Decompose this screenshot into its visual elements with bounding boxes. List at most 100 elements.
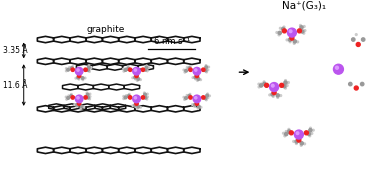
Circle shape	[206, 94, 208, 97]
Circle shape	[189, 66, 191, 67]
Circle shape	[311, 133, 313, 134]
Circle shape	[288, 38, 291, 41]
Circle shape	[300, 26, 303, 29]
Circle shape	[137, 78, 139, 80]
Circle shape	[283, 26, 285, 28]
Circle shape	[89, 93, 91, 95]
Circle shape	[134, 76, 136, 79]
Circle shape	[186, 67, 188, 68]
Circle shape	[265, 83, 268, 87]
Circle shape	[200, 107, 202, 108]
Circle shape	[206, 99, 207, 101]
Circle shape	[289, 131, 293, 135]
Circle shape	[263, 81, 265, 83]
Circle shape	[193, 67, 201, 75]
Circle shape	[81, 77, 84, 79]
Circle shape	[285, 131, 287, 132]
Circle shape	[71, 96, 74, 99]
Circle shape	[289, 30, 292, 33]
Circle shape	[147, 93, 148, 95]
Circle shape	[204, 97, 207, 100]
Circle shape	[197, 105, 200, 108]
Circle shape	[82, 79, 84, 81]
Circle shape	[134, 104, 136, 106]
Circle shape	[147, 70, 148, 72]
Circle shape	[124, 69, 127, 71]
Circle shape	[271, 84, 274, 87]
Circle shape	[75, 67, 83, 75]
Circle shape	[284, 81, 287, 84]
Circle shape	[272, 95, 274, 97]
Circle shape	[280, 83, 284, 87]
Circle shape	[361, 38, 365, 41]
Circle shape	[135, 102, 138, 105]
Circle shape	[124, 96, 127, 99]
Circle shape	[144, 68, 147, 71]
Circle shape	[294, 130, 303, 139]
Circle shape	[183, 69, 184, 71]
Circle shape	[84, 68, 87, 71]
Circle shape	[188, 67, 191, 70]
Circle shape	[77, 74, 81, 78]
Circle shape	[195, 78, 197, 80]
Circle shape	[68, 95, 70, 97]
Circle shape	[271, 93, 274, 96]
Circle shape	[280, 95, 282, 97]
Circle shape	[89, 96, 91, 97]
Circle shape	[86, 92, 88, 94]
Circle shape	[75, 78, 77, 79]
Circle shape	[278, 31, 281, 34]
Circle shape	[146, 98, 148, 100]
Circle shape	[293, 40, 296, 43]
Circle shape	[354, 86, 358, 90]
Circle shape	[309, 135, 311, 137]
Circle shape	[192, 104, 193, 105]
Circle shape	[186, 94, 188, 96]
Circle shape	[349, 82, 352, 86]
Circle shape	[335, 66, 338, 69]
Circle shape	[135, 74, 138, 78]
Circle shape	[297, 29, 301, 33]
Circle shape	[352, 38, 355, 41]
Circle shape	[206, 71, 208, 73]
Circle shape	[192, 77, 194, 78]
Circle shape	[135, 106, 136, 108]
Circle shape	[184, 97, 187, 100]
Circle shape	[204, 69, 207, 72]
Text: 11.6 Å: 11.6 Å	[3, 81, 27, 89]
Circle shape	[197, 108, 199, 109]
Circle shape	[208, 66, 209, 68]
Circle shape	[304, 131, 308, 135]
Circle shape	[300, 145, 302, 146]
Circle shape	[184, 71, 186, 73]
Circle shape	[197, 78, 200, 80]
Circle shape	[207, 69, 209, 71]
Circle shape	[125, 95, 127, 96]
Circle shape	[356, 42, 360, 46]
Circle shape	[70, 95, 73, 97]
Circle shape	[276, 94, 279, 97]
Circle shape	[194, 76, 197, 79]
Circle shape	[148, 67, 150, 68]
Circle shape	[282, 29, 287, 33]
Circle shape	[76, 103, 79, 106]
Circle shape	[76, 106, 78, 107]
Circle shape	[279, 27, 281, 29]
Circle shape	[80, 107, 82, 109]
Circle shape	[200, 79, 201, 81]
Circle shape	[146, 65, 147, 67]
Circle shape	[333, 64, 343, 74]
Circle shape	[289, 41, 291, 43]
Circle shape	[125, 68, 127, 69]
Circle shape	[188, 94, 191, 97]
Circle shape	[301, 30, 304, 33]
Circle shape	[297, 41, 299, 43]
Circle shape	[132, 105, 133, 106]
Circle shape	[70, 67, 73, 69]
Circle shape	[260, 83, 262, 85]
Circle shape	[209, 95, 210, 97]
Circle shape	[129, 68, 132, 71]
Circle shape	[147, 96, 148, 97]
Circle shape	[84, 77, 86, 79]
Circle shape	[129, 96, 132, 99]
